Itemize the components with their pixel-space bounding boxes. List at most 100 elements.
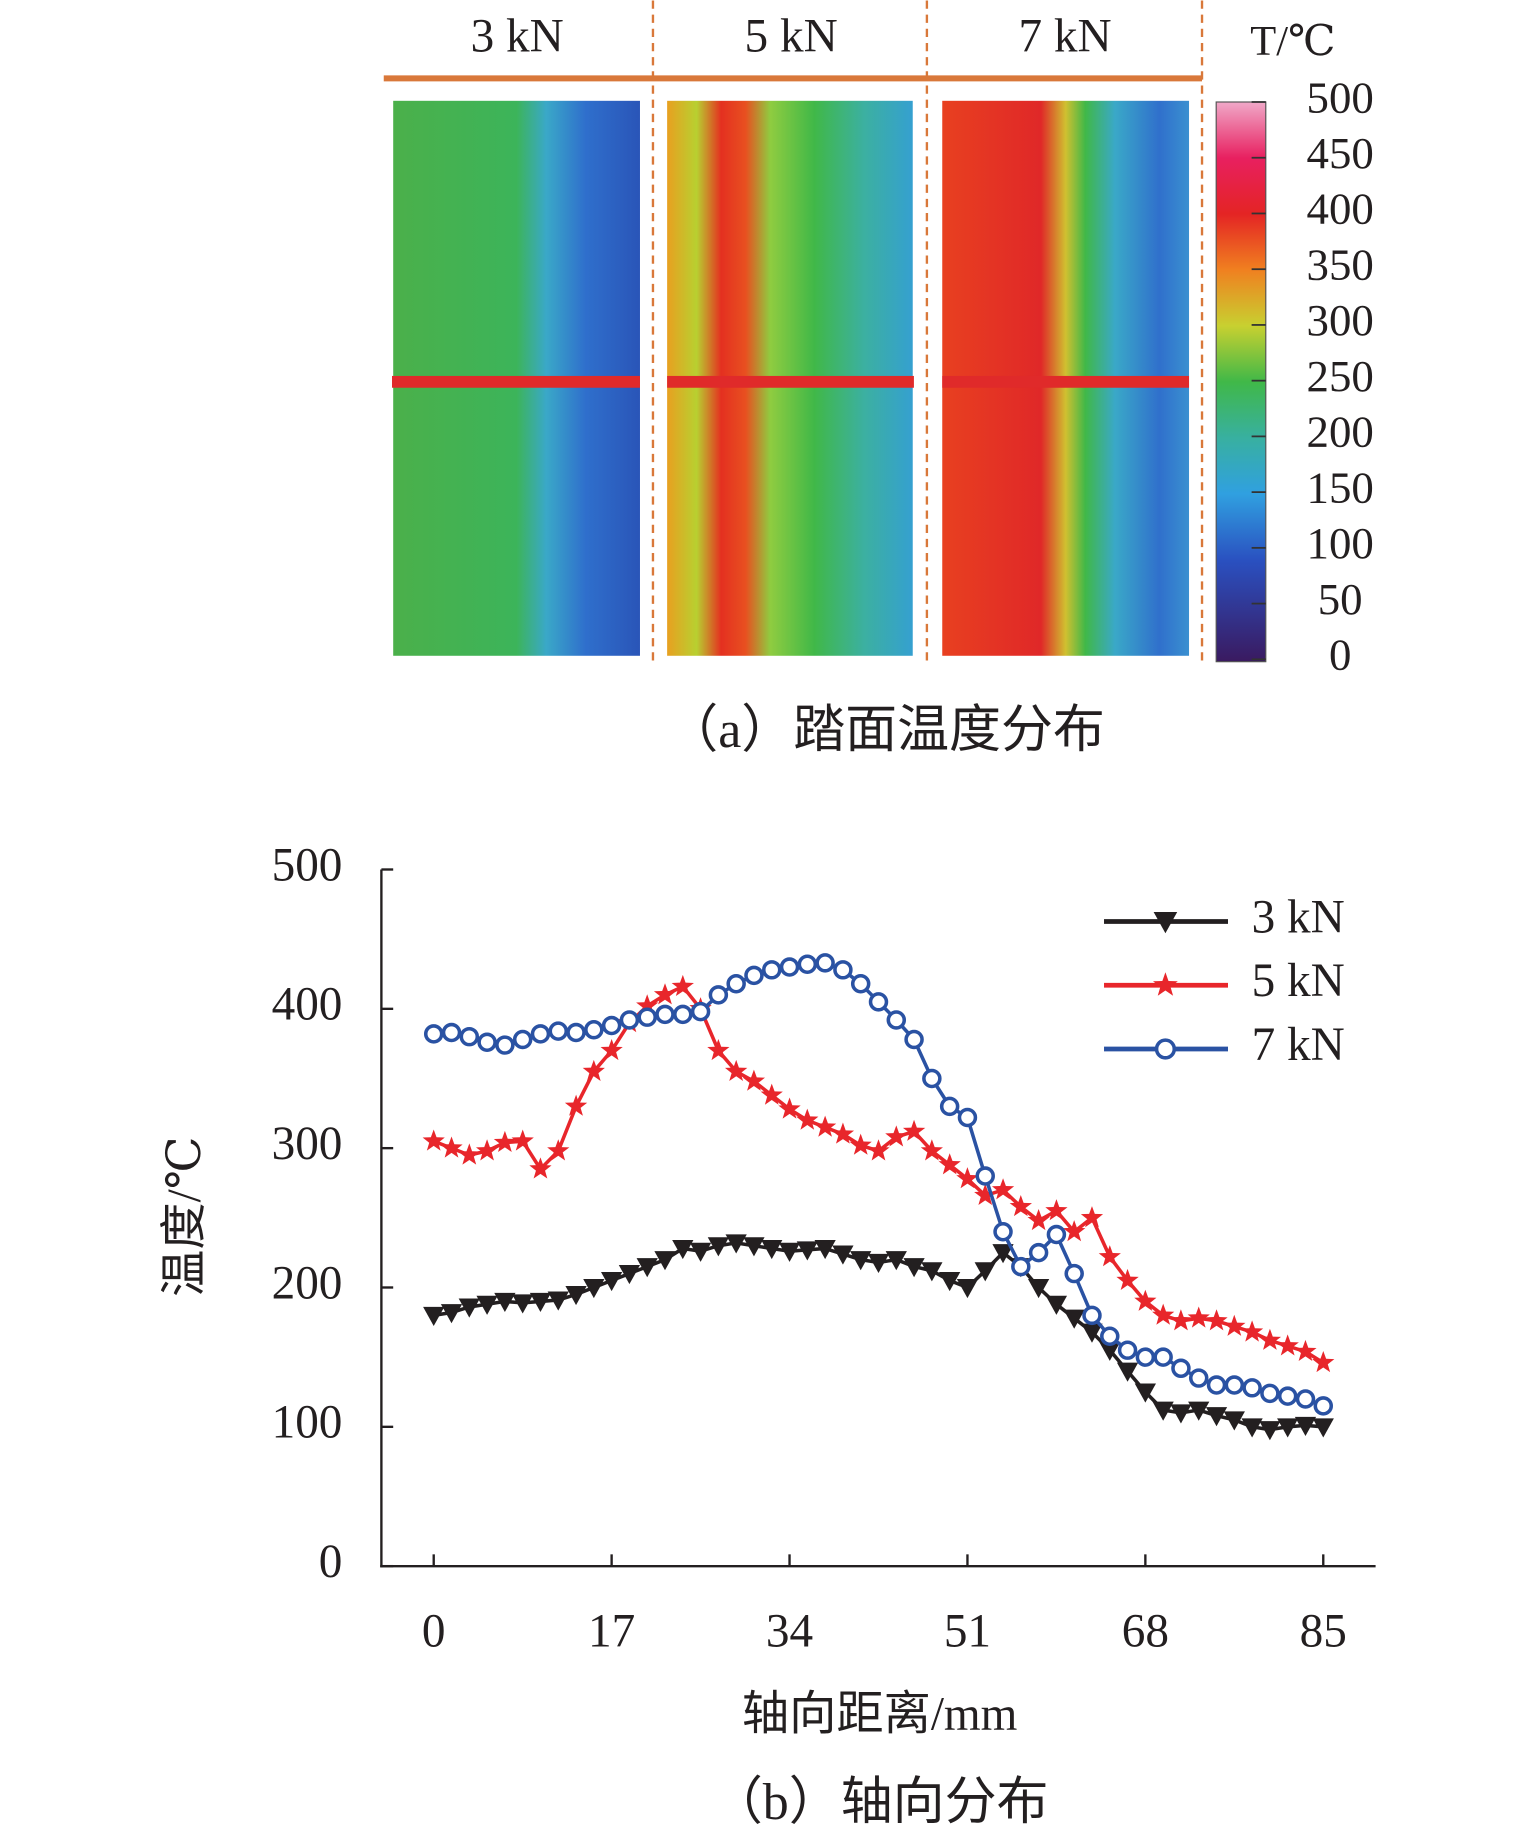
marker — [459, 1026, 480, 1047]
section-line — [392, 375, 640, 388]
marker — [655, 1004, 675, 1025]
marker — [511, 1129, 534, 1151]
caption: （b）轴向分布 — [711, 1774, 1049, 1831]
line-chart: 温度/℃ 轴向距离/mm （b）轴向分布 — [159, 869, 1376, 1831]
marker — [548, 1021, 568, 1041]
marker — [636, 994, 659, 1016]
y-axis-label: 温度/℃ — [159, 1136, 211, 1296]
marker — [724, 1059, 748, 1081]
marker — [725, 1234, 747, 1254]
marker — [1098, 1245, 1121, 1267]
colorbar — [1215, 101, 1267, 663]
marker — [423, 1306, 445, 1326]
marker — [922, 1068, 942, 1089]
marker — [547, 1139, 570, 1161]
series-line — [433, 984, 1325, 1365]
marker — [991, 1178, 1015, 1200]
marker — [1205, 1407, 1228, 1427]
y-tick-label: 0 — [319, 1536, 343, 1588]
marker — [1187, 1306, 1210, 1328]
marker — [530, 1024, 551, 1044]
marker — [867, 1139, 890, 1161]
marker — [1171, 1358, 1191, 1379]
marker — [440, 1136, 463, 1158]
marker — [815, 953, 835, 973]
marker — [440, 1304, 463, 1324]
marker — [458, 1143, 481, 1165]
marker — [654, 1251, 676, 1271]
marker — [422, 1129, 445, 1151]
marker — [957, 1107, 978, 1128]
marker — [1241, 1418, 1263, 1438]
marker — [1045, 1199, 1068, 1221]
marker — [690, 1001, 711, 1022]
heatmaps: T/℃ （a）踏面温度分布 — [383, 0, 1336, 759]
marker — [476, 1295, 498, 1315]
marker — [1064, 1263, 1084, 1284]
marker — [779, 957, 800, 977]
marker — [619, 1010, 640, 1030]
marker — [512, 1294, 534, 1314]
marker — [618, 1265, 641, 1285]
marker — [1027, 1208, 1050, 1231]
marker — [762, 960, 782, 980]
marker — [1169, 1309, 1193, 1331]
colorbar-tick-label: 300 — [1307, 295, 1374, 345]
marker — [850, 1251, 872, 1271]
x-tick-label: 34 — [766, 1606, 813, 1658]
marker — [1188, 1368, 1209, 1388]
colorbar-label: T/℃ — [1250, 18, 1335, 65]
x-tick-label: 85 — [1300, 1606, 1347, 1658]
colorbar-tick-label: 350 — [1307, 239, 1374, 289]
marker — [564, 1094, 588, 1116]
caption: （a）踏面温度分布 — [666, 702, 1105, 759]
marker — [1082, 1305, 1102, 1326]
marker — [671, 974, 694, 996]
marker — [1046, 1224, 1067, 1245]
marker — [885, 1125, 908, 1147]
marker — [1099, 1341, 1121, 1361]
marker — [885, 1251, 907, 1271]
marker — [761, 1239, 783, 1260]
x-tick-label: 0 — [422, 1606, 446, 1658]
marker — [1258, 1328, 1282, 1350]
legend-label: 3 kN — [1252, 891, 1345, 943]
legend-label: 5 kN — [1252, 955, 1345, 1007]
marker — [547, 1291, 569, 1311]
colorbar-tick-label: 150 — [1307, 462, 1374, 512]
colorbar-tick-label: 100 — [1307, 518, 1374, 568]
marker — [956, 1278, 979, 1299]
marker — [904, 1029, 924, 1050]
marker — [584, 1019, 604, 1040]
marker — [458, 1298, 480, 1318]
colorbar-tick-label: 250 — [1307, 351, 1374, 401]
legend-label: 7 kN — [1252, 1019, 1345, 1071]
marker — [582, 1059, 605, 1081]
marker — [529, 1157, 552, 1179]
section-line — [667, 375, 914, 388]
marker — [708, 985, 729, 1005]
marker — [742, 1069, 766, 1091]
marker — [1009, 1195, 1032, 1217]
marker — [600, 1272, 623, 1292]
marker — [1312, 1351, 1335, 1373]
x-tick-label: 17 — [588, 1606, 635, 1658]
marker — [903, 1258, 925, 1278]
marker — [744, 965, 764, 986]
marker — [475, 1139, 499, 1161]
marker — [1294, 1416, 1317, 1437]
marker — [565, 1285, 587, 1306]
marker — [1117, 1340, 1138, 1360]
marker — [636, 1258, 658, 1278]
marker — [797, 954, 818, 974]
marker — [743, 1237, 765, 1257]
legend-marker — [1154, 1038, 1177, 1060]
marker — [956, 1167, 979, 1189]
marker — [778, 1097, 801, 1119]
marker — [1188, 1401, 1210, 1421]
marker — [1242, 1378, 1262, 1398]
marker — [1045, 1295, 1068, 1315]
marker — [974, 1262, 996, 1282]
marker — [760, 1083, 783, 1105]
marker — [850, 974, 871, 994]
